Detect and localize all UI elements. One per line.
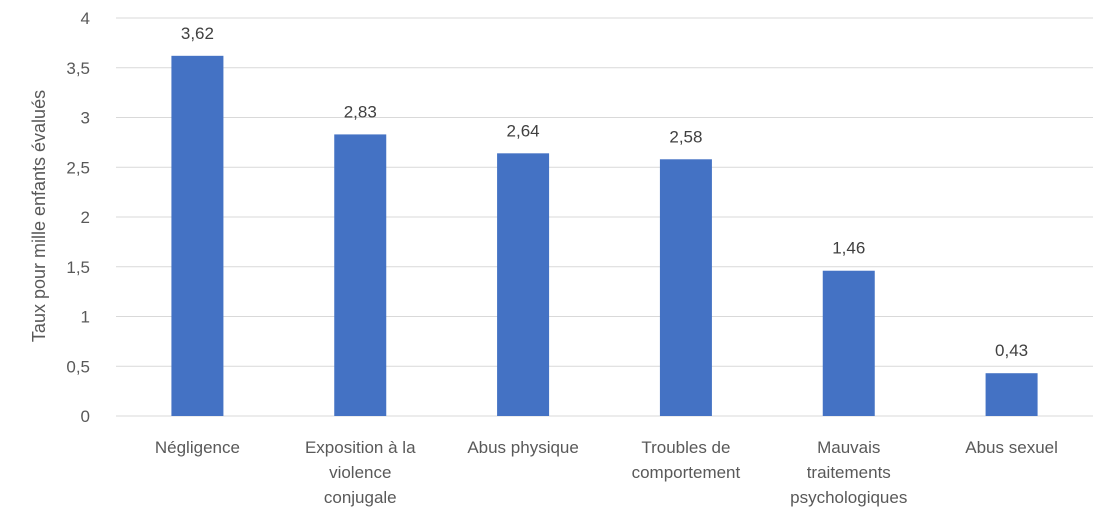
data-label: 0,43 [995, 341, 1028, 360]
x-category-label: violence [329, 463, 391, 482]
y-tick-label: 0 [81, 407, 90, 426]
y-axis-title: Taux pour mille enfants évalués [29, 90, 49, 342]
y-tick-label: 1 [81, 308, 90, 327]
y-tick-label: 1,5 [66, 258, 90, 277]
bar [822, 270, 875, 416]
x-category-label: traitements [807, 463, 891, 482]
data-label: 2,64 [507, 121, 540, 140]
x-category-label: Abus physique [467, 438, 579, 457]
x-axis-categories: Négligence Exposition à la violence conjuga… [155, 438, 1058, 507]
y-tick-label: 4 [81, 9, 90, 28]
data-label: 3,62 [181, 24, 214, 43]
y-tick-label: 3,5 [66, 59, 90, 78]
x-category-label: Exposition à la [305, 438, 416, 457]
bar [497, 153, 550, 416]
data-label: 2,58 [669, 127, 702, 146]
data-label: 1,46 [832, 239, 865, 258]
data-labels: 3,62 2,83 2,64 2,58 1,46 0,43 [181, 24, 1028, 360]
bar [334, 134, 387, 417]
y-tick-label: 3 [81, 109, 90, 128]
x-category-label: Troubles de [641, 438, 730, 457]
x-category-label: conjugale [324, 488, 397, 507]
bar [659, 159, 712, 417]
bar [985, 373, 1038, 416]
x-category-label: Abus sexuel [965, 438, 1058, 457]
bars [171, 55, 1038, 417]
y-tick-label: 0,5 [66, 357, 90, 376]
x-category-label: comportement [632, 463, 741, 482]
x-category-label: Négligence [155, 438, 240, 457]
y-tick-label: 2,5 [66, 158, 90, 177]
x-category-label: Mauvais [817, 438, 880, 457]
y-axis-ticks: 0 0,5 1 1,5 2 2,5 3 3,5 4 [66, 9, 90, 426]
x-category-label: psychologiques [790, 488, 907, 507]
data-label: 2,83 [344, 102, 377, 121]
bar [171, 55, 224, 417]
gridlines [116, 17, 1093, 417]
y-tick-label: 2 [81, 208, 90, 227]
